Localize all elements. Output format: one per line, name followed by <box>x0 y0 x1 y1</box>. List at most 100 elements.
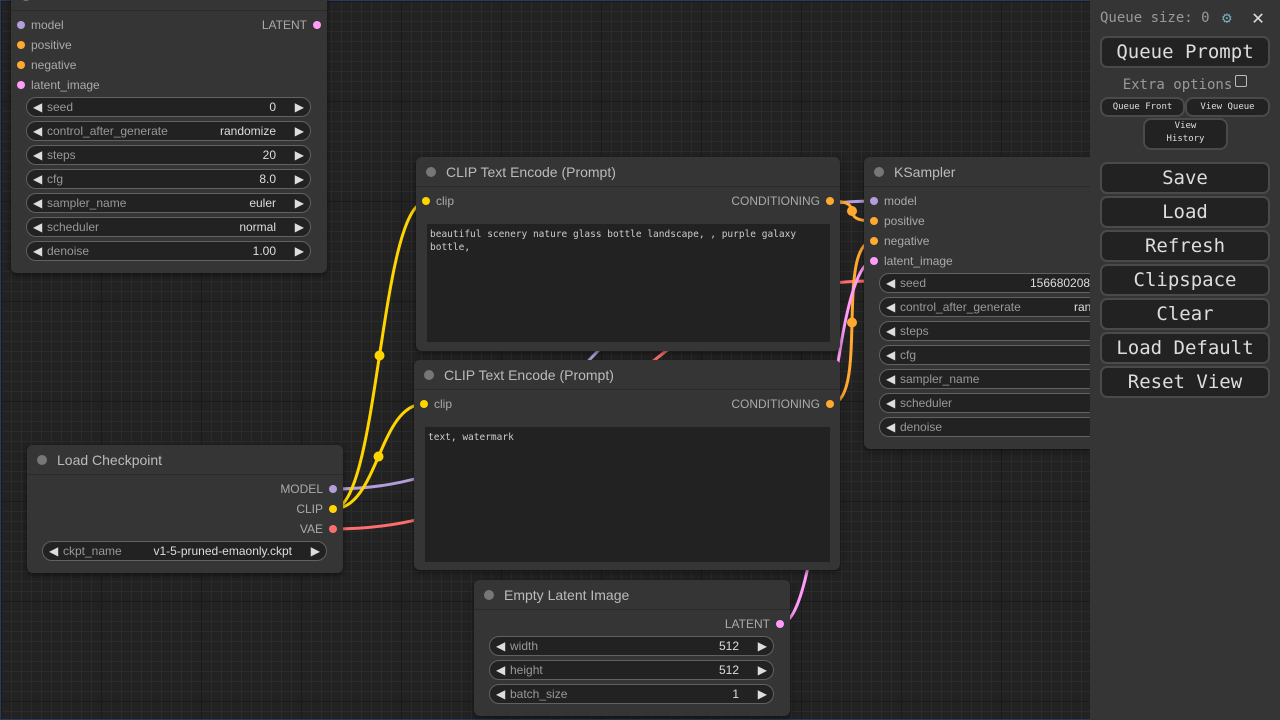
slot-dot-icon[interactable] <box>329 525 337 533</box>
widget-seed[interactable]: ◀ seed 0 ▶ <box>26 97 311 117</box>
node-ksampler[interactable]: KSampler model positive negative latent_imag… <box>864 157 1091 449</box>
output-slot-latent[interactable]: LATENT <box>725 616 790 632</box>
arrow-left-icon[interactable]: ◀ <box>33 148 43 162</box>
wire-midpoint[interactable] <box>847 206 857 216</box>
arrow-left-icon[interactable]: ◀ <box>33 124 43 138</box>
arrow-right-icon[interactable]: ▶ <box>294 100 304 114</box>
input-slot-clip[interactable]: clip <box>416 193 454 209</box>
input-slot-latent_image[interactable]: latent_image <box>11 77 100 93</box>
arrow-left-icon[interactable]: ◀ <box>886 300 896 314</box>
node-title[interactable]: KSampler <box>864 157 1091 187</box>
arrow-left-icon[interactable]: ◀ <box>33 100 43 114</box>
widget-seed[interactable]: ◀ seed 156680208700286 <box>879 273 1091 293</box>
widget-control_after_generate[interactable]: ◀ control_after_generate randomize ▶ <box>26 121 311 141</box>
arrow-left-icon[interactable]: ◀ <box>886 372 896 386</box>
node-title[interactable]: Empty Latent Image <box>474 580 790 610</box>
view-history-button[interactable]: View History <box>1143 118 1228 150</box>
slot-dot-icon[interactable] <box>826 400 834 408</box>
widget-steps[interactable]: ◀ steps 20 ▶ <box>26 145 311 165</box>
widget-denoise[interactable]: ◀ denoise 1.00 ▶ <box>26 241 311 261</box>
node-ksampler_left[interactable]: model positive negative latent_image LATENT ◀… <box>11 0 327 273</box>
widget-value[interactable]: 156680208700286 <box>1030 276 1091 290</box>
arrow-right-icon[interactable]: ▶ <box>294 172 304 186</box>
widget-scheduler[interactable]: ◀ scheduler normal ▶ <box>26 217 311 237</box>
widget-value[interactable]: 512 <box>718 663 739 677</box>
clear-button[interactable]: Clear <box>1100 298 1270 330</box>
widget-value[interactable]: v1-5-pruned-emaonly.ckpt <box>153 544 292 558</box>
arrow-left-icon[interactable]: ◀ <box>886 324 896 338</box>
node-title[interactable]: CLIP Text Encode (Prompt) <box>416 157 840 187</box>
prompt-textarea[interactable]: beautiful scenery nature glass bottle la… <box>427 224 830 342</box>
widget-steps[interactable]: ◀ steps <box>879 321 1091 341</box>
arrow-right-icon[interactable]: ▶ <box>757 663 767 677</box>
slot-dot-icon[interactable] <box>329 505 337 513</box>
widget-ckpt_name[interactable]: ◀ ckpt_name v1-5-pruned-emaonly.ckpt ▶ <box>42 541 327 561</box>
collapse-dot-icon[interactable] <box>21 0 31 1</box>
slot-dot-icon[interactable] <box>422 197 430 205</box>
load-button[interactable]: Load <box>1100 196 1270 228</box>
load-default-button[interactable]: Load Default <box>1100 332 1270 364</box>
node-latent[interactable]: Empty Latent Image LATENT ◀ width 512 ▶ ◀ heigh… <box>474 580 790 716</box>
slot-dot-icon[interactable] <box>870 197 878 205</box>
arrow-left-icon[interactable]: ◀ <box>496 663 506 677</box>
node-title[interactable]: CLIP Text Encode (Prompt) <box>414 360 840 390</box>
widget-height[interactable]: ◀ height 512 ▶ <box>489 660 774 680</box>
input-slot-model[interactable]: model <box>11 17 64 33</box>
widget-value[interactable]: 8.0 <box>259 172 276 186</box>
widget-value[interactable]: normal <box>239 220 276 234</box>
slot-dot-icon[interactable] <box>420 400 428 408</box>
collapse-dot-icon[interactable] <box>37 455 47 465</box>
widget-sampler_name[interactable]: ◀ sampler_name euler ▶ <box>26 193 311 213</box>
collapse-dot-icon[interactable] <box>484 590 494 600</box>
arrow-left-icon[interactable]: ◀ <box>33 220 43 234</box>
widget-sampler_name[interactable]: ◀ sampler_name <box>879 369 1091 389</box>
collapse-dot-icon[interactable] <box>874 167 884 177</box>
node-checkpoint[interactable]: Load Checkpoint MODEL CLIP VAE ◀ ckpt_name v1-… <box>27 445 343 573</box>
slot-dot-icon[interactable] <box>17 61 25 69</box>
arrow-right-icon[interactable]: ▶ <box>294 124 304 138</box>
arrow-right-icon[interactable]: ▶ <box>294 148 304 162</box>
arrow-left-icon[interactable]: ◀ <box>49 544 59 558</box>
arrow-left-icon[interactable]: ◀ <box>33 196 43 210</box>
node-clip_pos[interactable]: CLIP Text Encode (Prompt) clip CONDITIONIN… <box>416 157 840 351</box>
widget-value[interactable]: 1 <box>732 687 739 701</box>
clipspace-button[interactable]: Clipspace <box>1100 264 1270 296</box>
arrow-left-icon[interactable]: ◀ <box>886 420 896 434</box>
arrow-right-icon[interactable]: ▶ <box>294 220 304 234</box>
slot-dot-icon[interactable] <box>870 217 878 225</box>
queue-front-button[interactable]: Queue Front <box>1100 97 1185 117</box>
close-icon[interactable]: ✕ <box>1252 5 1265 29</box>
view-queue-button[interactable]: View Queue <box>1185 97 1270 117</box>
collapse-dot-icon[interactable] <box>424 370 434 380</box>
input-slot-latent_image[interactable]: latent_image <box>864 253 953 269</box>
widget-value[interactable]: randomize <box>1074 300 1091 314</box>
output-slot-clip[interactable]: CLIP <box>296 501 343 517</box>
output-slot-conditioning[interactable]: CONDITIONING <box>731 396 840 412</box>
slot-dot-icon[interactable] <box>826 197 834 205</box>
extra-options-checkbox[interactable] <box>1235 75 1248 87</box>
arrow-right-icon[interactable]: ▶ <box>310 544 320 558</box>
slot-dot-icon[interactable] <box>870 237 878 245</box>
slot-dot-icon[interactable] <box>776 620 784 628</box>
slot-dot-icon[interactable] <box>870 257 878 265</box>
arrow-left-icon[interactable]: ◀ <box>33 172 43 186</box>
arrow-right-icon[interactable]: ▶ <box>757 639 767 653</box>
arrow-left-icon[interactable]: ◀ <box>496 639 506 653</box>
arrow-left-icon[interactable]: ◀ <box>496 687 506 701</box>
arrow-right-icon[interactable]: ▶ <box>294 244 304 258</box>
slot-dot-icon[interactable] <box>17 21 25 29</box>
widget-scheduler[interactable]: ◀ scheduler <box>879 393 1091 413</box>
slot-dot-icon[interactable] <box>313 21 321 29</box>
widget-cfg[interactable]: ◀ cfg 8.0 ▶ <box>26 169 311 189</box>
arrow-right-icon[interactable]: ▶ <box>757 687 767 701</box>
arrow-left-icon[interactable]: ◀ <box>886 276 896 290</box>
prompt-textarea[interactable]: text, watermark <box>425 427 830 562</box>
arrow-left-icon[interactable]: ◀ <box>886 396 896 410</box>
widget-width[interactable]: ◀ width 512 ▶ <box>489 636 774 656</box>
arrow-left-icon[interactable]: ◀ <box>886 348 896 362</box>
widget-denoise[interactable]: ◀ denoise <box>879 417 1091 437</box>
output-slot-vae[interactable]: VAE <box>300 521 343 537</box>
node-title[interactable] <box>11 0 327 11</box>
input-slot-clip[interactable]: clip <box>414 396 452 412</box>
